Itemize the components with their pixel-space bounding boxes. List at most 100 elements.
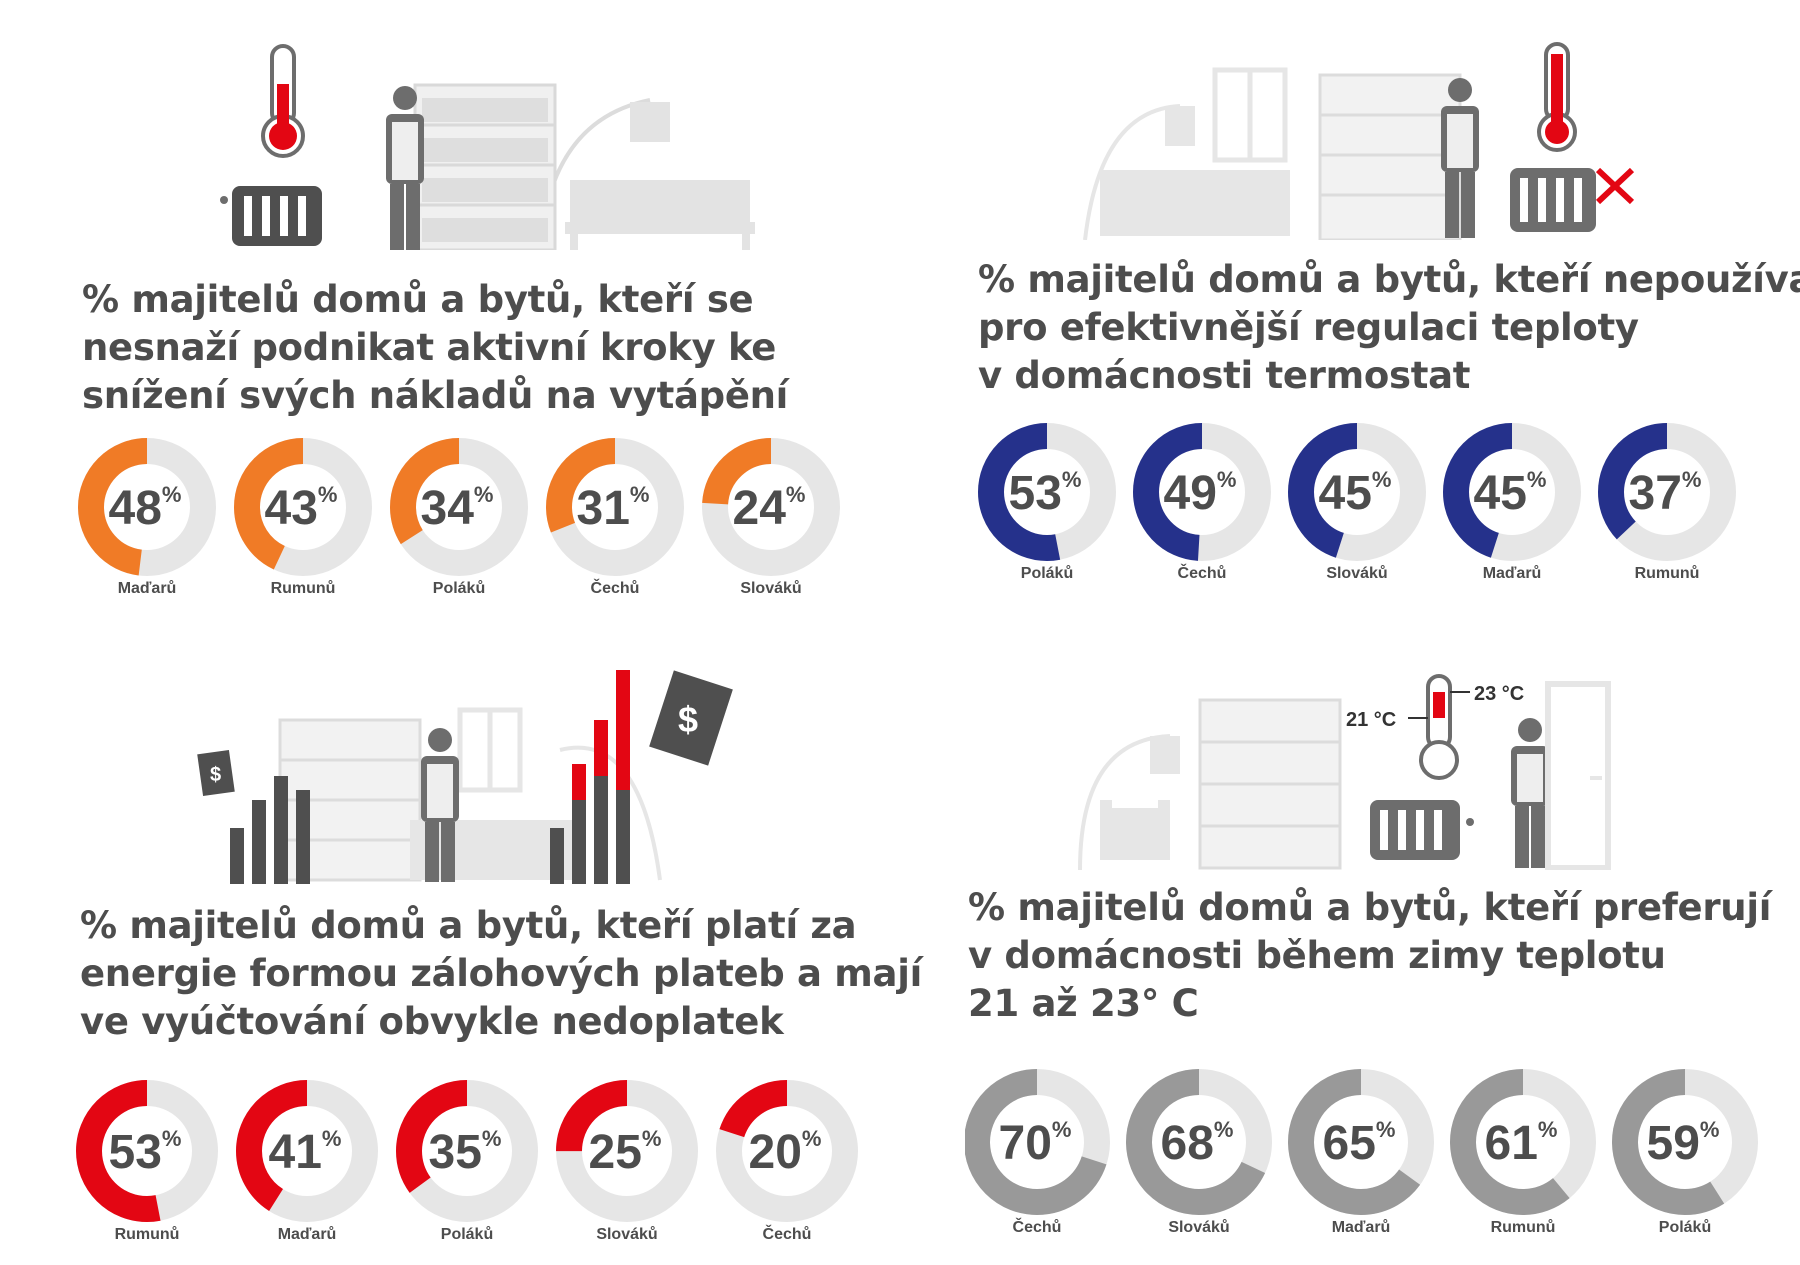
- donut-chart-panel-2: 53% Poláků 49% Čechů 45% Slováků 45% Maďarů 37% R…: [978, 423, 1736, 582]
- donut: 45% Slováků: [1288, 423, 1426, 582]
- donut-value: 24%: [733, 482, 806, 535]
- dollar-tag-icon: $: [197, 749, 235, 797]
- donut: 25% Slováků: [556, 1080, 698, 1243]
- donut-value: 59%: [1647, 1117, 1720, 1170]
- bar-chart-icon: [230, 670, 630, 884]
- donut-value: 31%: [577, 482, 650, 535]
- panel-4-heading-line: v domácnosti během zimy teplotu: [968, 934, 1666, 977]
- donut-category-label: Maďarů: [118, 580, 177, 597]
- donut-arc: [1288, 423, 1426, 561]
- illustration-heating-room: [220, 44, 755, 250]
- svg-text:$: $: [210, 764, 221, 786]
- donut: 35% Poláků: [396, 1080, 538, 1243]
- donut-arc: [234, 438, 372, 576]
- donut-category-label: Čechů: [591, 578, 640, 597]
- door-icon: [1545, 681, 1611, 870]
- donut: 70% Čechů: [965, 1069, 1110, 1236]
- svg-text:$: $: [678, 699, 698, 740]
- thermometer-high-label: 23 °C: [1474, 683, 1524, 705]
- donut-value: 53%: [109, 1126, 182, 1179]
- donut: 31% Čechů: [546, 438, 684, 597]
- donut: 48% Maďarů: [78, 438, 216, 597]
- floor-lamp-icon: [1083, 104, 1181, 240]
- donut: 34% Poláků: [390, 438, 528, 597]
- donut-arc: [1288, 1069, 1434, 1215]
- bookshelf-icon: [1318, 73, 1462, 240]
- donut: 53% Rumunů: [76, 1080, 218, 1243]
- donut-value: 65%: [1323, 1117, 1396, 1170]
- bookshelf-icon: [1198, 698, 1342, 870]
- donut-category-label: Poláků: [433, 580, 485, 597]
- window-icon: [457, 707, 523, 793]
- panel-3-heading: % majitelů domů a bytů, kteří platí za e…: [80, 902, 922, 1046]
- donut-value: 45%: [1319, 467, 1392, 520]
- person-icon: [1441, 78, 1479, 238]
- donut-arc: [1443, 423, 1581, 561]
- illustration-temperature-room: 23 °C 21 °C: [1078, 674, 1611, 870]
- donut-arc: [716, 1080, 858, 1222]
- donut-category-label: Poláků: [441, 1226, 493, 1243]
- person-icon: [1511, 718, 1549, 868]
- donut-value: 25%: [589, 1126, 662, 1179]
- donut-arc: [1133, 423, 1271, 561]
- donut-category-label: Poláků: [1021, 565, 1073, 582]
- donut-value: 35%: [429, 1126, 502, 1179]
- donut: 20% Čechů: [716, 1080, 858, 1243]
- donut-arc: [965, 1069, 1110, 1215]
- illustration-payments-room: $ $: [197, 670, 733, 884]
- person-icon: [386, 86, 424, 250]
- donut-arc: [236, 1080, 378, 1222]
- donut-arc: [1126, 1069, 1272, 1215]
- donut-category-label: Slováků: [1168, 1219, 1229, 1236]
- cross-icon: [1595, 167, 1635, 205]
- donut-value: 43%: [265, 482, 338, 535]
- donut-value: 68%: [1161, 1117, 1234, 1170]
- donut-arc: [1612, 1069, 1758, 1215]
- donut-category-label: Čechů: [1178, 563, 1227, 582]
- donut-value: 37%: [1629, 467, 1702, 520]
- donut-value: 49%: [1164, 467, 1237, 520]
- sofa-icon: [1100, 170, 1290, 236]
- panel-2-heading-line: v domácnosti termostat: [978, 354, 1471, 397]
- panel-4-heading-line: 21 až 23° C: [968, 982, 1199, 1025]
- panel-2-heading: % majitelů domů a bytů, kteří nepoužívaj…: [978, 256, 1800, 400]
- person-icon: [421, 728, 459, 882]
- panel-2-heading-line: pro efektivnější regulaci teploty: [978, 306, 1639, 349]
- lamp-shade: [1150, 736, 1180, 774]
- donut-arc: [76, 1080, 218, 1222]
- donut-arc: [78, 438, 216, 576]
- donut-category-label: Maďarů: [1483, 565, 1542, 582]
- panel-4-heading-line: % majitelů domů a bytů, kteří preferují: [968, 886, 1772, 929]
- donut-value: 34%: [421, 482, 494, 535]
- bookshelf-icon: [413, 83, 557, 250]
- donut: 24% Slováků: [702, 438, 840, 597]
- panel-3-heading-line: ve vyúčtování obvykle nedoplatek: [80, 1000, 784, 1043]
- donut-chart-panel-3: 53% Rumunů 41% Maďarů 35% Poláků 25% Slováků 20%…: [76, 1080, 858, 1243]
- donut: 41% Maďarů: [236, 1080, 378, 1243]
- donut-value: 70%: [999, 1117, 1072, 1170]
- lamp-shade: [630, 102, 670, 142]
- donut-category-label: Rumunů: [115, 1226, 180, 1243]
- sofa-icon: [565, 180, 755, 250]
- donut-category-label: Maďarů: [1332, 1219, 1391, 1236]
- radiator-icon: [1510, 168, 1596, 232]
- donut-category-label: Slováků: [740, 580, 801, 597]
- panel-3-heading-line: energie formou zálohových plateb a mají: [80, 952, 922, 995]
- donut-chart-panel-1: 48% Maďarů 43% Rumunů 34% Poláků 31% Čechů 24% Sl…: [78, 438, 840, 597]
- donut-value: 20%: [749, 1126, 822, 1179]
- donut-arc: [978, 423, 1116, 561]
- donut-category-label: Rumunů: [1635, 565, 1700, 582]
- donut: 59% Poláků: [1612, 1069, 1758, 1236]
- illustration-thermostat-room: [1083, 42, 1635, 240]
- donut-arc: [702, 438, 840, 576]
- donut-category-label: Slováků: [596, 1226, 657, 1243]
- thermometer-icon: [1537, 42, 1577, 152]
- donut: 65% Maďarů: [1288, 1069, 1434, 1236]
- donut-category-label: Čechů: [763, 1224, 812, 1243]
- donut: 49% Čechů: [1133, 423, 1271, 582]
- donut: 68% Slováků: [1126, 1069, 1272, 1236]
- donut-category-label: Rumunů: [1491, 1219, 1556, 1236]
- dollar-tag-icon-large: $: [649, 670, 733, 766]
- panel-3-heading-line: % majitelů domů a bytů, kteří platí za: [80, 904, 857, 947]
- donut: 45% Maďarů: [1443, 423, 1581, 582]
